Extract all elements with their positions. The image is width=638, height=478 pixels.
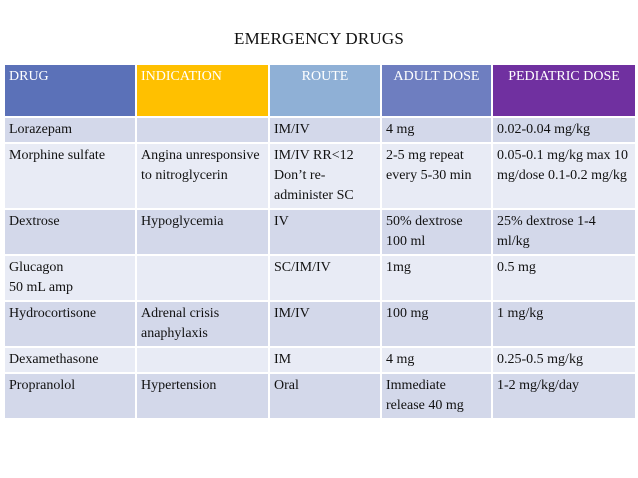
cell-pediatric-dose: 25% dextrose 1-4 ml/kg (493, 210, 635, 254)
cell-indication: Angina unresponsive to nitroglycerin (137, 144, 268, 208)
cell-drug: Hydrocortisone (5, 302, 135, 346)
cell-route: IM/IV (270, 118, 380, 142)
emergency-drugs-table: DRUG INDICATION ROUTE ADULT DOSE PEDIATR… (3, 63, 637, 420)
table-header-row: DRUG INDICATION ROUTE ADULT DOSE PEDIATR… (5, 65, 635, 116)
cell-pediatric-dose: 0.02-0.04 mg/kg (493, 118, 635, 142)
cell-indication: Hypoglycemia (137, 210, 268, 254)
cell-adult-dose: 50% dextrose 100 ml (382, 210, 491, 254)
header-adult-dose: ADULT DOSE (382, 65, 491, 116)
cell-pediatric-dose: 0.05-0.1 mg/kg max 10 mg/dose 0.1-0.2 mg… (493, 144, 635, 208)
cell-adult-dose: 4 mg (382, 348, 491, 372)
cell-drug: Morphine sulfate (5, 144, 135, 208)
cell-adult-dose: 1mg (382, 256, 491, 300)
cell-indication: Hypertension (137, 374, 268, 418)
cell-pediatric-dose: 0.25-0.5 mg/kg (493, 348, 635, 372)
table-row: Glucagon 50 mL amp SC/IM/IV 1mg 0.5 mg (5, 256, 635, 300)
cell-route: SC/IM/IV (270, 256, 380, 300)
table-row: Hydrocortisone Adrenal crisis anaphylaxi… (5, 302, 635, 346)
cell-route: IM/IV RR<12 Don’t re-administer SC (270, 144, 380, 208)
cell-indication (137, 118, 268, 142)
table-row: Dextrose Hypoglycemia IV 50% dextrose 10… (5, 210, 635, 254)
table-row: Dexamethasone IM 4 mg 0.25-0.5 mg/kg (5, 348, 635, 372)
cell-route: IM/IV (270, 302, 380, 346)
cell-indication (137, 348, 268, 372)
cell-pediatric-dose: 0.5 mg (493, 256, 635, 300)
cell-adult-dose: 2-5 mg repeat every 5-30 min (382, 144, 491, 208)
cell-drug: Propranolol (5, 374, 135, 418)
page-title: EMERGENCY DRUGS (233, 29, 405, 48)
cell-pediatric-dose: 1-2 mg/kg/day (493, 374, 635, 418)
table-row: Propranolol Hypertension Oral Immediate … (5, 374, 635, 418)
cell-drug: Glucagon 50 mL amp (5, 256, 135, 300)
cell-route: Oral (270, 374, 380, 418)
cell-drug: Dexamethasone (5, 348, 135, 372)
cell-adult-dose: 100 mg (382, 302, 491, 346)
cell-adult-dose: 4 mg (382, 118, 491, 142)
cell-route: IM (270, 348, 380, 372)
cell-pediatric-dose: 1 mg/kg (493, 302, 635, 346)
cell-adult-dose: Immediate release 40 mg (382, 374, 491, 418)
table-row: Lorazepam IM/IV 4 mg 0.02-0.04 mg/kg (5, 118, 635, 142)
table-row: Morphine sulfate Angina unresponsive to … (5, 144, 635, 208)
header-indication: INDICATION (137, 65, 268, 116)
header-pediatric-dose: PEDIATRIC DOSE (493, 65, 635, 116)
header-drug: DRUG (5, 65, 135, 116)
cell-drug: Lorazepam (5, 118, 135, 142)
header-route: ROUTE (270, 65, 380, 116)
cell-drug: Dextrose (5, 210, 135, 254)
cell-route: IV (270, 210, 380, 254)
cell-indication: Adrenal crisis anaphylaxis (137, 302, 268, 346)
cell-indication (137, 256, 268, 300)
